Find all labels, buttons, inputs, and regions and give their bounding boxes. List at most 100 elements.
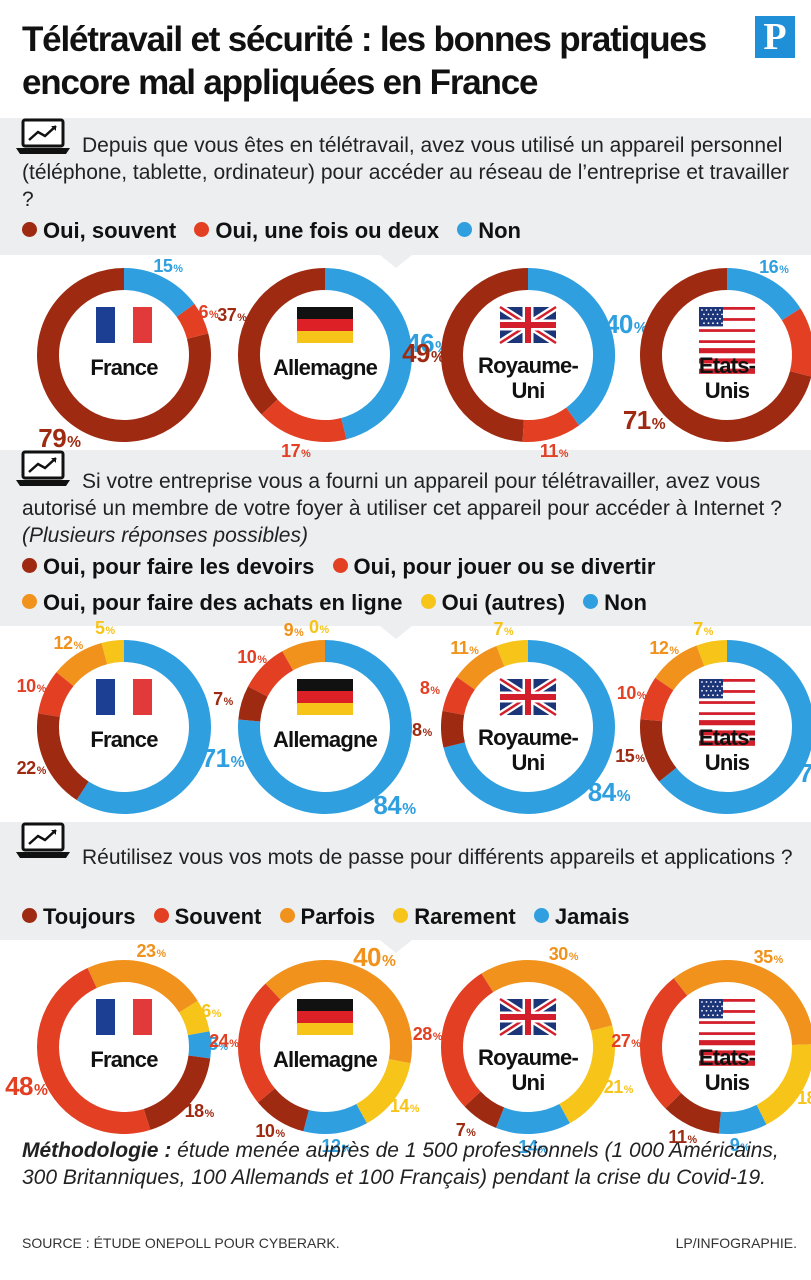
legend-item: Souvent (153, 899, 262, 935)
laptop-chart-icon (16, 450, 70, 486)
legend-swatch (279, 908, 295, 923)
france-flag-icon (96, 679, 152, 715)
credit-note: LP/INFOGRAPHIE. (675, 1235, 797, 1251)
donut-segment (176, 303, 209, 340)
donut-chart: France 23% 6% 5% 18% 48% (5, 941, 228, 1137)
legend-swatch (583, 594, 599, 609)
percent-label: 10% (255, 1121, 285, 1142)
donut-segment (558, 1025, 615, 1124)
percent-label: 11% (539, 441, 569, 462)
country-label: Etats- Unis (698, 725, 756, 775)
donut-svg (441, 268, 615, 442)
donut-svg (640, 640, 811, 814)
percent-label: 5% (207, 1034, 228, 1055)
legend-swatch (22, 594, 37, 609)
donut-segment (659, 640, 811, 814)
donut-segment (441, 710, 465, 748)
country-label: Allemagne (272, 355, 378, 380)
uk-flag-icon (498, 996, 558, 1038)
percent-label: 37% (217, 305, 247, 326)
percent-label: 11% (450, 638, 479, 659)
donut-svg (441, 640, 615, 814)
country-label: Allemagne (272, 1047, 378, 1072)
percent-label: 10% (616, 683, 647, 704)
donut-svg (37, 640, 211, 814)
legend-swatch (22, 558, 37, 573)
percent-label: 9% (283, 620, 304, 641)
percent-label: 18% (184, 1101, 215, 1122)
legend-label: Oui, une fois ou deux (215, 218, 440, 243)
percent-label: 71% (201, 742, 245, 773)
donut-segment (481, 960, 613, 1032)
donut-segment (696, 640, 728, 667)
methodology-text: étude menée auprès de 1 500 professionne… (22, 1139, 779, 1189)
percent-label: 40% (353, 941, 396, 972)
legend-label: Parfois (300, 904, 376, 929)
donut-segment (87, 960, 198, 1013)
uk-flag-icon (498, 304, 558, 346)
donut-segment (718, 1104, 767, 1134)
legend-item: Oui, pour jouer ou se divertir (332, 549, 655, 585)
percent-label: 7% (693, 618, 713, 639)
methodology-label: Méthodologie : (22, 1139, 172, 1162)
donut-segment (640, 268, 811, 442)
donut-segment (123, 268, 195, 318)
question-panel-2 (0, 450, 811, 639)
question-2-subtitle: (Plusieurs réponses possibles) (22, 524, 308, 547)
laptop-chart-icon (16, 822, 70, 858)
percent-label: 22% (16, 757, 47, 778)
legend-label: Non (604, 590, 647, 615)
legend-label: Souvent (174, 904, 262, 929)
donut-segment (143, 1055, 211, 1130)
donut-segment (37, 713, 89, 800)
legend-swatch (533, 908, 549, 923)
france-flag-icon (96, 307, 152, 343)
legend-item: Parfois (279, 899, 376, 935)
legend-label: Jamais (554, 904, 630, 929)
legend-label: Oui, pour faire les devoirs (43, 554, 315, 579)
question-3-text: Réutilisez vous vos mots de passe pour d… (22, 844, 802, 871)
percent-label: 23% (136, 941, 167, 962)
percent-label: 7% (455, 1119, 476, 1140)
donut-segment (655, 645, 705, 691)
source-note: SOURCE : ÉTUDE ONEPOLL POUR CYBERARK. (22, 1235, 340, 1251)
donut-segment (101, 640, 125, 665)
donut-segment (464, 1091, 505, 1128)
donut-segment (640, 677, 674, 722)
donut-chart: Royaume- Uni 49% 11% 40% (402, 265, 648, 461)
legend-2: Oui, pour faire les devoirs Oui, pour jo… (22, 549, 811, 621)
country-label: Royaume- Uni (478, 353, 579, 403)
percent-label: 17% (281, 441, 311, 462)
legend-item: Jamais (533, 899, 630, 935)
question-3-title: Réutilisez vous vos mots de passe pour d… (82, 846, 793, 869)
legend-1: Oui, souvent Oui, une fois ou deux Non (22, 213, 811, 249)
page-title: Télétravail et sécurité : les bonnes pra… (22, 20, 707, 102)
percent-label: 12% (53, 633, 84, 654)
donut-chart: Allemagne 37% 17% 46% (217, 265, 449, 461)
usa-flag-icon (699, 998, 755, 1066)
legend-label: Oui, souvent (43, 218, 177, 243)
donut-chart: Allemagne 40% 14% 12% 10% 24% (209, 942, 419, 1156)
legend-label: Rarement (414, 904, 516, 929)
legend-swatch (153, 908, 169, 923)
country-label: Etats- Unis (698, 353, 756, 403)
donut-segment (441, 973, 494, 1107)
donut-chart: Etats-Unis 71% 13% 16% (623, 257, 811, 445)
legend-item: Non (457, 213, 521, 249)
donut-chart: Etats-Unis 35% 18% 9% 11% 27% (611, 947, 811, 1155)
donut-segment (187, 1031, 211, 1059)
country-label: Royaume- Uni (478, 1045, 579, 1095)
legend-item: Oui, pour faire les devoirs (22, 549, 314, 585)
donut-segment (265, 960, 412, 1064)
percent-label: 84% (373, 789, 416, 820)
donut-segment (522, 407, 580, 442)
legend-swatch (22, 908, 37, 923)
legend-item: Rarement (393, 899, 516, 935)
donut-segment (355, 1058, 411, 1124)
donut-segment (76, 640, 211, 814)
legend-swatch (194, 222, 210, 237)
donut-svg (441, 960, 615, 1134)
donut-segment (442, 676, 476, 716)
legend-label: Toujours (43, 904, 136, 929)
donut-chart: France 79% 6% 15% (34, 256, 219, 453)
